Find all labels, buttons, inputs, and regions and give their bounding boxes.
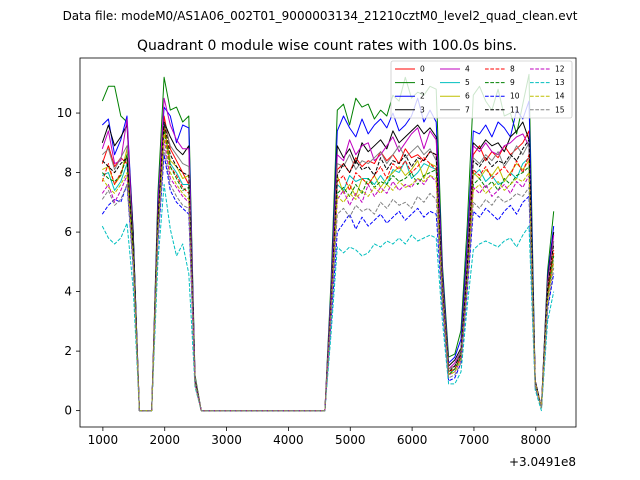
series-line-module-14 [101, 133, 555, 412]
legend-label-module-15: 15 [555, 105, 565, 114]
legend-label-module-14: 14 [555, 92, 565, 101]
legend-label-module-12: 12 [555, 65, 565, 74]
legend-label-module-0: 0 [420, 65, 425, 74]
y-tick-label: 8 [64, 166, 72, 180]
legend-label-module-7: 7 [465, 105, 470, 114]
figure-suptitle: Data file: modeM0/AS1A06_002T01_90000031… [63, 9, 578, 23]
series-layer [101, 73, 555, 412]
x-tick-label: 6000 [397, 433, 428, 447]
chart-title: Quadrant 0 module wise count rates with … [137, 38, 517, 54]
legend-label-module-11: 11 [510, 105, 520, 114]
plot-frame [79, 57, 577, 428]
x-offset-label: +3.0491e8 [509, 455, 576, 469]
x-axis: 1000 2000 3000 4000 5000 6000 7000 8000 [88, 427, 551, 447]
legend-box [390, 60, 573, 119]
x-tick-label: 7000 [459, 433, 490, 447]
x-tick-label: 2000 [149, 433, 180, 447]
y-axis: 0 2 4 6 8 10 [57, 106, 80, 418]
legend-label-module-1: 1 [420, 78, 425, 87]
legend-label-module-9: 9 [510, 78, 515, 87]
legend-label-module-6: 6 [465, 92, 470, 101]
x-tick-label: 5000 [335, 433, 366, 447]
legend-label-module-2: 2 [420, 92, 425, 101]
series-line-module-15 [101, 148, 555, 412]
x-tick-label: 1000 [88, 433, 119, 447]
y-tick-label: 0 [64, 404, 72, 418]
legend-label-module-13: 13 [555, 78, 565, 87]
series-line-module-13 [101, 184, 555, 412]
x-tick-label: 8000 [521, 433, 552, 447]
y-tick-label: 4 [64, 285, 72, 299]
x-tick-label: 3000 [211, 433, 242, 447]
legend-label-module-5: 5 [465, 78, 470, 87]
legend-label-module-10: 10 [510, 92, 520, 101]
x-tick-label: 4000 [273, 433, 304, 447]
y-tick-label: 10 [57, 106, 72, 120]
legend-label-module-3: 3 [420, 105, 425, 114]
y-tick-label: 2 [64, 344, 72, 358]
y-tick-label: 6 [64, 225, 72, 239]
legend-label-module-8: 8 [510, 65, 515, 74]
legend-label-module-4: 4 [465, 65, 470, 74]
